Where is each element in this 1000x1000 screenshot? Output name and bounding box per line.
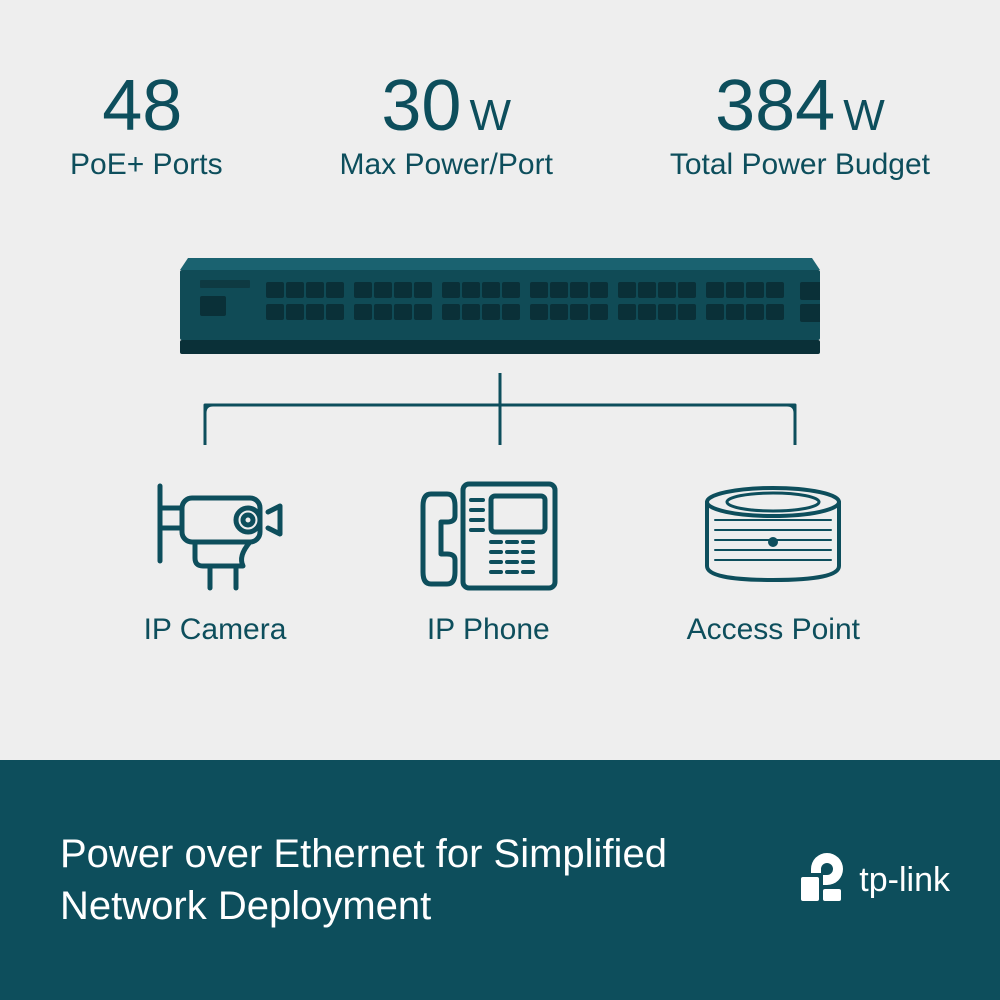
stat-unit: W	[469, 94, 511, 138]
brand-logo: tp-link	[797, 851, 950, 910]
devices-row: IP Camera	[140, 476, 860, 647]
device-label: IP Phone	[427, 613, 550, 647]
stat-value: 30	[381, 70, 461, 142]
camera-icon	[140, 476, 290, 601]
stat-unit: W	[843, 94, 885, 138]
network-switch-graphic	[180, 252, 820, 367]
stat-label: PoE+ Ports	[70, 148, 223, 182]
main-panel: 48 PoE+ Ports 30 W Max Power/Port 384 W …	[0, 0, 1000, 760]
stat-label: Max Power/Port	[340, 148, 553, 182]
stat-label: Total Power Budget	[670, 148, 930, 182]
device-label: IP Camera	[144, 613, 287, 647]
tp-link-logo-icon	[797, 851, 851, 910]
stat-value: 48	[102, 70, 182, 142]
footer-headline: Power over Ethernet for Simplified Netwo…	[60, 828, 700, 932]
stat-poe-ports: 48 PoE+ Ports	[70, 70, 223, 182]
device-ip-phone: IP Phone	[413, 476, 563, 647]
stat-value: 384	[715, 70, 835, 142]
phone-icon	[413, 476, 563, 601]
device-access-point: Access Point	[687, 476, 860, 647]
device-ip-camera: IP Camera	[140, 476, 290, 647]
access-point-icon	[693, 476, 853, 601]
brand-name: tp-link	[859, 861, 950, 900]
stat-max-power: 30 W Max Power/Port	[340, 70, 553, 182]
footer-banner: Power over Ethernet for Simplified Netwo…	[0, 760, 1000, 1000]
device-label: Access Point	[687, 613, 860, 647]
stat-total-budget: 384 W Total Power Budget	[670, 70, 930, 182]
connection-tree	[180, 373, 820, 458]
stats-row: 48 PoE+ Ports 30 W Max Power/Port 384 W …	[70, 70, 930, 182]
